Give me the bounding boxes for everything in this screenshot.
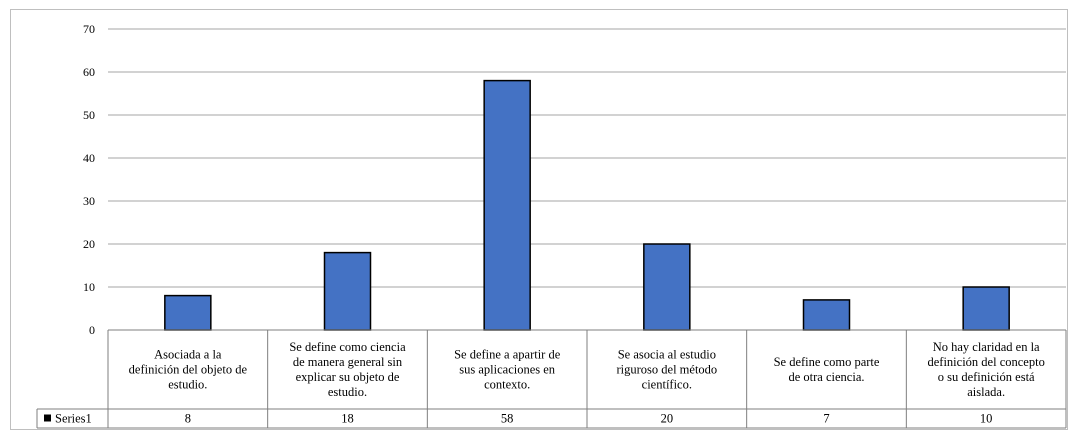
bar-6 <box>962 286 1010 331</box>
data-label-3: 58 <box>501 412 514 426</box>
legend-label-series1: Series1 <box>55 412 92 426</box>
category-label-line: de manera general sin <box>293 355 403 369</box>
category-label-line: estudio. <box>168 378 207 392</box>
bars <box>164 79 1010 331</box>
category-label-line: Se define a apartir de <box>454 348 561 362</box>
category-label-line: sus aplicaciones en <box>459 363 556 377</box>
category-label-line: aislada. <box>967 385 1005 399</box>
y-tick-label-60: 60 <box>83 65 95 79</box>
category-label-line: científico. <box>642 378 692 392</box>
data-label-4: 20 <box>661 412 674 426</box>
data-label-2: 18 <box>341 412 354 426</box>
category-label-line: Asociada a la <box>154 348 222 362</box>
category-label-line: riguroso del método <box>616 363 717 377</box>
bar-5 <box>802 299 851 331</box>
data-table: Asociada a la definición del objeto de est… <box>36 329 1067 429</box>
bar-3 <box>483 79 531 331</box>
y-axis: 0 10 20 30 40 50 60 70 <box>83 22 95 337</box>
y-tick-label-50: 50 <box>83 108 95 122</box>
bar-4 <box>643 243 691 331</box>
category-label-line: de otra ciencia. <box>789 370 865 384</box>
bar-2 <box>323 251 372 331</box>
y-tick-label-0: 0 <box>89 323 95 337</box>
category-label-1: Asociada a la definición del objeto de est… <box>129 348 248 392</box>
category-label-line: Se asocia al estudio <box>618 348 716 362</box>
chart-frame <box>10 9 1068 430</box>
y-tick-label-40: 40 <box>83 151 95 165</box>
category-label-line: Se define como parte <box>774 355 880 369</box>
data-label-5: 7 <box>823 412 829 426</box>
category-label-line: Se define como ciencia <box>289 340 406 354</box>
category-label-line: No hay claridad en la <box>933 340 1040 354</box>
category-label-line: o su definición está <box>938 370 1035 384</box>
gridlines <box>108 28 1066 288</box>
y-tick-label-20: 20 <box>83 237 95 251</box>
category-label-2: Se define como ciencia de manera general … <box>289 340 406 399</box>
y-tick-label-10: 10 <box>83 280 95 294</box>
category-label-6: No hay claridad en la definición del conc… <box>928 340 1045 399</box>
category-label-line: definición del concepto <box>928 355 1045 369</box>
y-tick-label-30: 30 <box>83 194 95 208</box>
category-label-line: contexto. <box>484 378 530 392</box>
category-label-line: estudio. <box>328 385 367 399</box>
category-label-5: Se define como parte de otra ciencia. <box>774 355 880 384</box>
category-label-3: Se define a apartir de sus aplicaciones e… <box>454 348 561 392</box>
category-label-line: definición del objeto de <box>129 363 248 377</box>
category-label-4: Se asocia al estudio riguroso del método c… <box>616 348 717 392</box>
legend-key-series1 <box>44 414 51 422</box>
data-label-6: 10 <box>980 412 993 426</box>
category-label-line: explicar su objeto de <box>296 370 400 384</box>
data-label-1: 8 <box>185 412 191 426</box>
y-tick-label-70: 70 <box>83 22 95 36</box>
bar-1 <box>164 294 212 331</box>
